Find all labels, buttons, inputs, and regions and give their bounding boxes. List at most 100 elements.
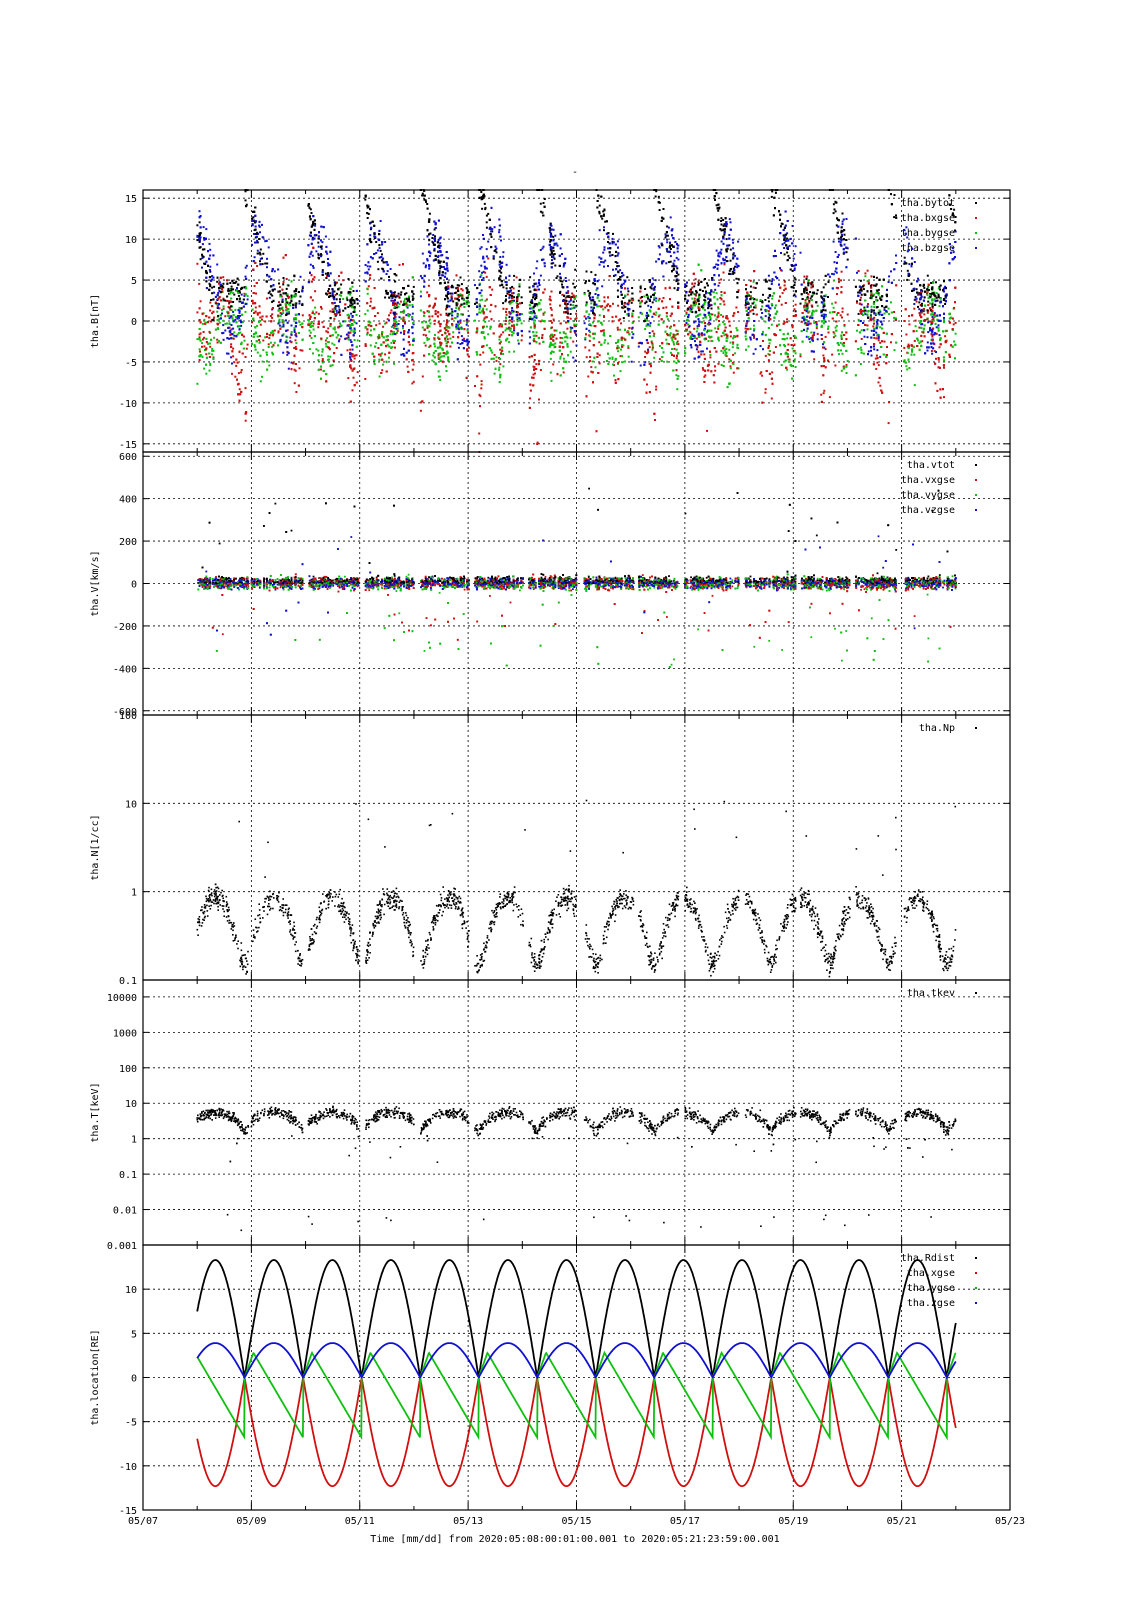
data-point bbox=[669, 248, 672, 250]
data-point bbox=[931, 316, 934, 319]
data-point bbox=[767, 274, 770, 277]
data-point bbox=[729, 221, 732, 224]
data-point bbox=[264, 240, 267, 243]
data-point bbox=[347, 306, 350, 308]
data-point bbox=[267, 346, 270, 348]
data-point bbox=[569, 326, 572, 329]
data-point bbox=[735, 262, 738, 265]
data-point bbox=[355, 314, 358, 316]
data-point bbox=[728, 358, 731, 361]
data-point bbox=[816, 304, 819, 307]
data-point bbox=[749, 306, 752, 309]
data-point bbox=[559, 355, 562, 358]
data-point bbox=[229, 292, 232, 295]
data-point bbox=[559, 291, 561, 294]
data-point bbox=[259, 248, 262, 251]
data-point bbox=[201, 248, 204, 251]
data-point bbox=[632, 333, 635, 336]
data-point bbox=[384, 353, 387, 356]
data-point bbox=[262, 339, 265, 342]
data-point bbox=[539, 274, 542, 277]
data-point bbox=[480, 191, 483, 193]
data-point bbox=[590, 306, 593, 309]
data-point bbox=[799, 355, 802, 358]
data-point bbox=[866, 269, 869, 272]
data-point bbox=[290, 331, 293, 333]
data-point bbox=[786, 232, 789, 235]
data-point bbox=[698, 324, 701, 327]
data-point bbox=[767, 304, 770, 307]
data-point bbox=[793, 276, 796, 279]
data-point bbox=[259, 335, 261, 338]
data-point bbox=[953, 340, 956, 343]
data-point bbox=[428, 267, 431, 270]
data-point bbox=[320, 307, 323, 310]
data-point bbox=[564, 277, 567, 279]
data-point bbox=[329, 310, 332, 313]
data-point bbox=[809, 315, 812, 318]
data-point bbox=[607, 303, 610, 306]
data-point bbox=[915, 288, 918, 291]
data-point bbox=[728, 234, 731, 236]
data-point bbox=[498, 228, 501, 231]
data-point bbox=[806, 303, 809, 306]
data-point bbox=[445, 323, 448, 326]
data-point bbox=[753, 334, 755, 337]
data-point bbox=[550, 379, 553, 382]
data-point bbox=[301, 302, 304, 305]
data-point bbox=[484, 316, 487, 319]
data-point bbox=[205, 228, 208, 231]
data-point bbox=[838, 353, 840, 356]
data-point bbox=[515, 276, 518, 279]
data-point bbox=[612, 268, 614, 271]
data-point bbox=[521, 301, 523, 304]
data-point bbox=[569, 350, 572, 353]
data-point bbox=[820, 295, 823, 298]
data-point bbox=[480, 294, 483, 297]
data-point bbox=[669, 314, 672, 317]
data-point bbox=[375, 342, 378, 345]
data-point bbox=[922, 331, 925, 334]
data-point bbox=[467, 346, 470, 349]
data-point bbox=[480, 383, 483, 386]
data-point bbox=[502, 302, 505, 305]
data-point bbox=[199, 258, 202, 261]
data-point bbox=[822, 343, 824, 346]
data-point bbox=[937, 358, 940, 361]
data-point bbox=[937, 296, 940, 299]
data-point bbox=[326, 275, 329, 277]
data-point bbox=[805, 315, 808, 318]
data-point bbox=[495, 247, 498, 250]
data-point bbox=[506, 292, 509, 295]
data-point bbox=[261, 315, 264, 318]
data-point bbox=[860, 338, 863, 340]
data-point bbox=[938, 305, 941, 307]
data-point bbox=[498, 338, 501, 341]
data-point bbox=[620, 348, 622, 351]
data-point bbox=[749, 295, 752, 297]
data-point bbox=[761, 305, 764, 308]
data-point bbox=[233, 331, 236, 334]
data-point bbox=[513, 299, 516, 302]
data-point bbox=[388, 356, 390, 359]
data-point bbox=[834, 326, 837, 329]
data-point bbox=[217, 297, 220, 300]
data-point bbox=[658, 201, 661, 204]
data-point bbox=[213, 336, 216, 339]
data-point bbox=[395, 331, 398, 334]
data-point bbox=[266, 353, 268, 356]
data-point bbox=[803, 309, 806, 312]
data-point bbox=[573, 296, 576, 299]
data-point bbox=[364, 313, 367, 316]
data-point bbox=[298, 321, 301, 323]
data-point bbox=[203, 248, 206, 251]
data-point bbox=[376, 336, 379, 338]
data-point bbox=[419, 290, 422, 293]
data-point bbox=[731, 238, 734, 241]
data-point bbox=[646, 316, 648, 319]
data-point bbox=[646, 311, 648, 314]
data-point bbox=[617, 346, 620, 349]
data-point bbox=[644, 350, 647, 353]
data-point bbox=[569, 336, 572, 339]
data-point bbox=[419, 309, 422, 312]
